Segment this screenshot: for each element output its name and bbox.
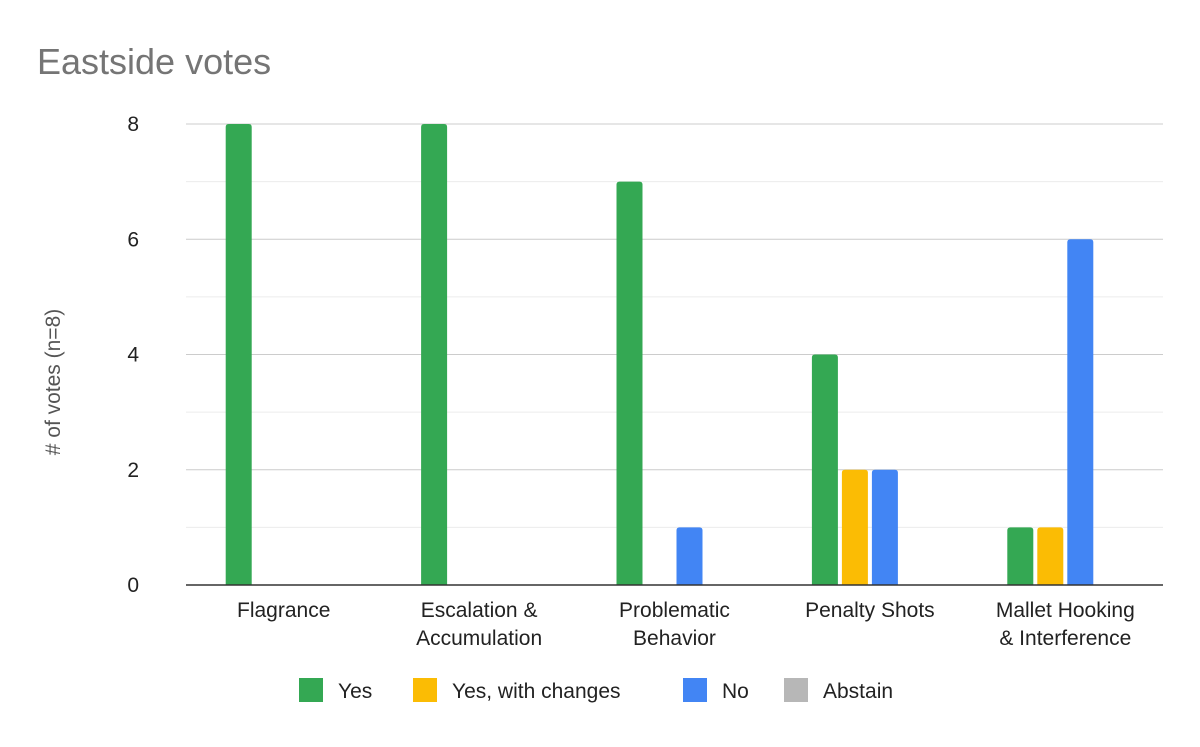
y-tick-label: 2 [127, 459, 139, 482]
bar [1067, 239, 1094, 585]
bar [616, 181, 643, 585]
legend-label: Yes, with changes [452, 680, 621, 703]
legend-swatch [784, 678, 808, 702]
y-axis-label: # of votes (n=8) [42, 309, 65, 456]
x-tick-label: & Interference [999, 627, 1131, 650]
axes: 0 2 4 6 8 Flagrance Escalation & Accumulation Pr… [127, 113, 1163, 650]
bar [811, 354, 838, 585]
x-tick-label: Accumulation [416, 627, 542, 650]
legend: Yes Yes, with changes No Abstain [299, 678, 893, 703]
gridlines [186, 123, 1163, 528]
bar [1007, 527, 1034, 585]
x-tick-label: Escalation & [421, 599, 538, 622]
bars [225, 124, 1094, 585]
bar [676, 527, 703, 585]
legend-swatch [413, 678, 437, 702]
x-tick-label: Problematic [619, 599, 730, 622]
legend-label: Abstain [823, 680, 893, 703]
chart-title: Eastside votes [37, 41, 271, 82]
y-tick-label: 8 [127, 113, 139, 136]
y-tick-label: 0 [127, 574, 139, 597]
x-tick-label: Penalty Shots [805, 599, 935, 622]
bar [871, 469, 898, 585]
legend-label: No [722, 680, 749, 703]
x-tick-label: Mallet Hooking [996, 599, 1135, 622]
y-tick-label: 4 [127, 344, 139, 367]
legend-label: Yes [338, 680, 372, 703]
x-tick-label: Flagrance [237, 599, 330, 622]
legend-swatch [299, 678, 323, 702]
bar [421, 124, 448, 585]
legend-swatch [683, 678, 707, 702]
bar [1037, 527, 1064, 585]
y-tick-label: 6 [127, 228, 139, 251]
bar [841, 469, 868, 585]
bar [225, 124, 252, 585]
x-tick-label: Behavior [633, 627, 716, 650]
